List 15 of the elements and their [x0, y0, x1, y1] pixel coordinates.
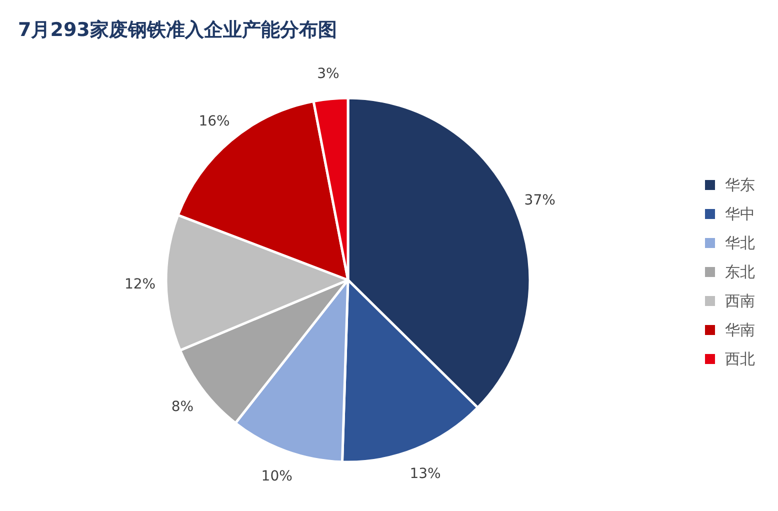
legend-label: 华南 — [725, 321, 755, 339]
chart-title: 7月293家废钢铁准入企业产能分布图 — [18, 19, 337, 41]
data-label: 16% — [198, 114, 230, 130]
legend-label: 华东 — [725, 176, 755, 194]
data-label: 10% — [261, 468, 292, 484]
legend-label: 华北 — [725, 234, 755, 252]
data-label: 37% — [524, 192, 556, 209]
data-label: 3% — [317, 66, 340, 82]
legend-label: 东北 — [725, 263, 755, 281]
legend-label: 华中 — [725, 205, 755, 223]
legend-label: 西南 — [725, 292, 755, 310]
data-label: 8% — [171, 398, 194, 415]
legend-label: 西北 — [725, 350, 755, 368]
data-label: 13% — [410, 466, 441, 482]
data-label: 12% — [124, 276, 156, 292]
